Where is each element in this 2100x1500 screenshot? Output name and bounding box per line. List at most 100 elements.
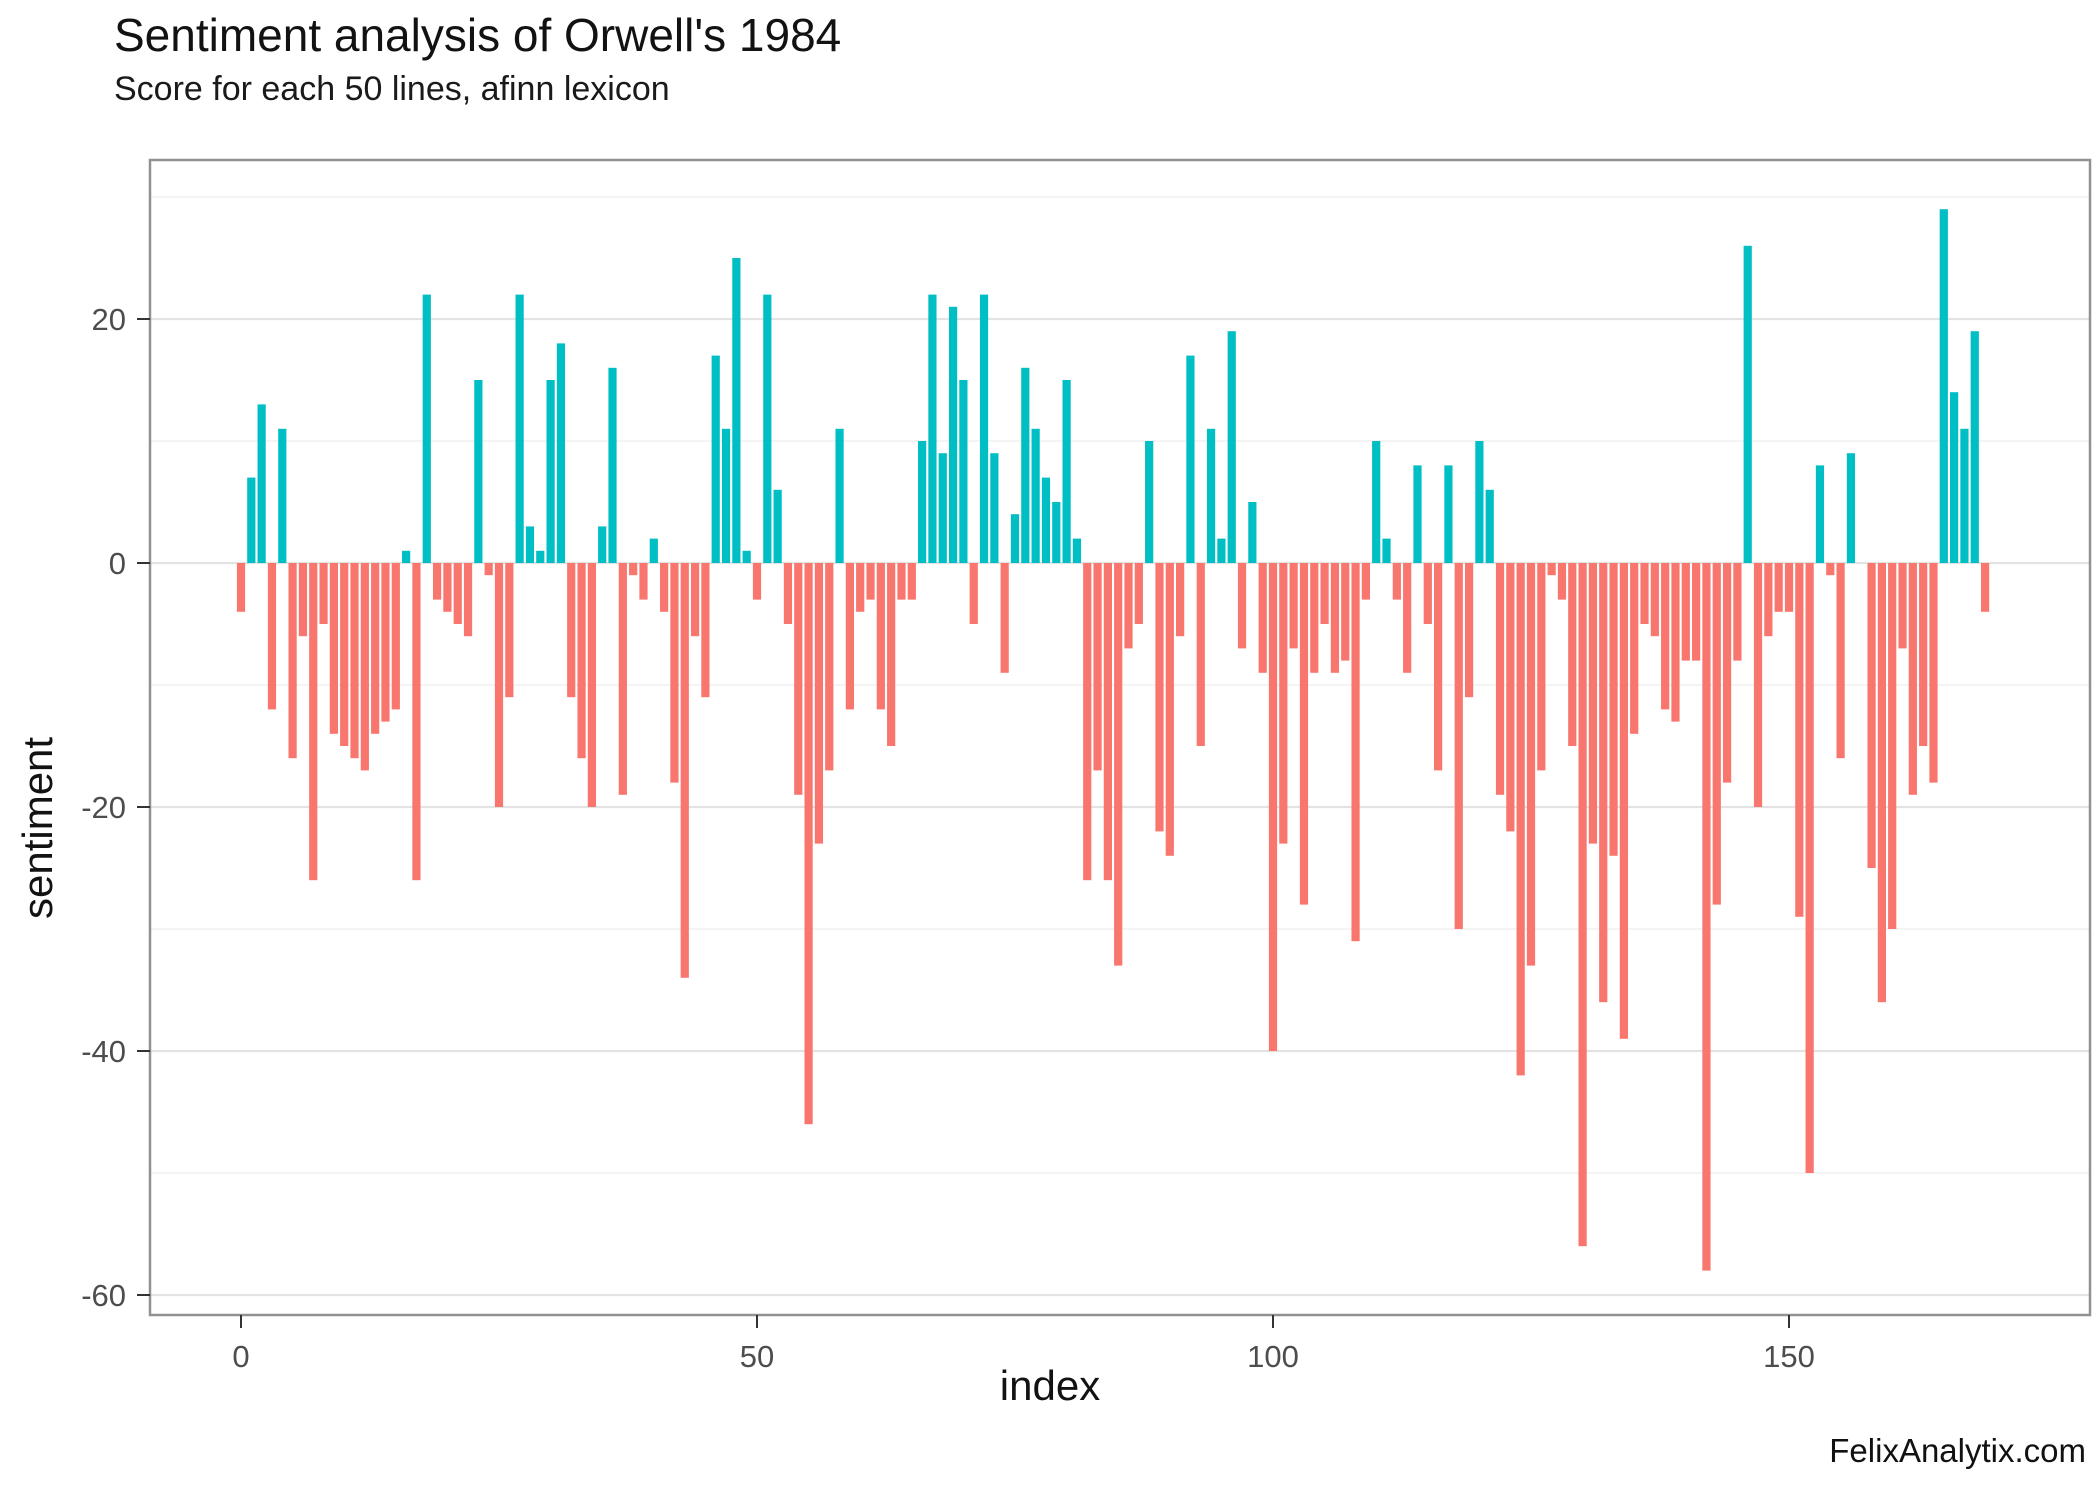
bar-negative [1330, 563, 1340, 673]
bar-negative [505, 563, 514, 698]
bar-negative [660, 563, 669, 612]
bar-negative [1258, 563, 1267, 673]
bar-negative [1867, 563, 1876, 868]
chart-title: Sentiment analysis of Orwell's 1984 [114, 9, 842, 61]
x-tick-label: 100 [1247, 1339, 1299, 1374]
bar-negative [1599, 563, 1608, 1003]
bar-negative [1093, 563, 1102, 771]
bar-negative [1568, 563, 1577, 746]
bar-negative [690, 563, 700, 637]
bar-negative [618, 563, 627, 795]
bar-negative [1289, 563, 1298, 649]
bar-negative [1805, 563, 1814, 1173]
bar-negative [876, 563, 885, 710]
bar-positive [556, 343, 566, 563]
bar-positive [711, 355, 720, 563]
bar-negative [1165, 563, 1174, 856]
bar-positive [773, 489, 782, 563]
bar-negative [1083, 563, 1092, 881]
bar-negative [319, 563, 328, 624]
bar-negative [1733, 563, 1742, 661]
bar-positive [1206, 428, 1216, 563]
bar-negative [340, 563, 349, 746]
bar-negative [1279, 563, 1288, 844]
bar-negative [1196, 563, 1205, 746]
bar-negative [639, 563, 648, 600]
bar-positive [1372, 441, 1381, 563]
bar-negative [1537, 563, 1546, 771]
bar-negative [350, 563, 359, 759]
bar-negative [236, 563, 246, 612]
bar-negative [1640, 563, 1649, 624]
bar-negative [1155, 563, 1164, 832]
bar-negative [1361, 563, 1370, 600]
bar-negative [856, 563, 865, 612]
bar-positive [1815, 465, 1825, 563]
bar-negative [371, 563, 380, 734]
bar-negative [1753, 563, 1763, 807]
bar-negative [1506, 563, 1515, 832]
bar-negative [1351, 563, 1360, 942]
bar-positive [990, 453, 999, 563]
bar-positive [278, 428, 287, 563]
x-axis-title: index [999, 1362, 1101, 1409]
bar-negative [969, 563, 978, 624]
bar-negative [1547, 563, 1556, 576]
bar-negative [1795, 563, 1804, 917]
bar-positive [763, 294, 772, 563]
bar-negative [1784, 563, 1794, 612]
bar-negative [1764, 563, 1773, 637]
bar-negative [443, 563, 452, 612]
bar-positive [1413, 465, 1422, 563]
bar-negative [1000, 563, 1009, 673]
bar-negative [1681, 563, 1690, 661]
bar-positive [247, 477, 256, 563]
bar-negative [1103, 563, 1112, 881]
bar-positive [649, 538, 658, 563]
bar-positive [835, 428, 844, 563]
bar-positive [1970, 331, 1979, 563]
bar-negative [1403, 563, 1412, 673]
bar-positive [1062, 380, 1071, 563]
bar-positive [1382, 538, 1391, 563]
bar-negative [1898, 563, 1907, 649]
bar-negative [1609, 563, 1618, 856]
bar-positive [1145, 441, 1154, 563]
bar-positive [546, 380, 555, 563]
bar-negative [1712, 563, 1721, 905]
bar-negative [866, 563, 875, 600]
bar-negative [897, 563, 906, 600]
bar-positive [1010, 514, 1020, 563]
watermark-link[interactable]: FelixAnalytix.com [1829, 1432, 2086, 1469]
y-tick-label: 20 [92, 302, 126, 337]
bar-negative [845, 563, 854, 710]
bar-negative [1423, 563, 1432, 624]
bar-negative [670, 563, 679, 783]
bar-negative [1929, 563, 1938, 783]
bar-negative [463, 563, 473, 637]
bar-negative [360, 563, 369, 771]
bar-negative [1526, 563, 1536, 966]
bar-negative [1908, 563, 1917, 795]
bar-negative [1826, 563, 1835, 576]
bar-positive [1186, 355, 1195, 563]
bar-negative [1619, 563, 1628, 1039]
bar-negative [1299, 563, 1309, 905]
bar-negative [1774, 563, 1783, 612]
bar-negative [1134, 563, 1143, 624]
bar-negative [701, 563, 710, 698]
y-tick-label: -60 [81, 1278, 126, 1313]
bar-negative [814, 563, 824, 844]
bar-negative [391, 563, 400, 710]
bar-positive [918, 441, 927, 563]
bar-negative [1692, 563, 1701, 661]
bar-positive [1052, 502, 1061, 563]
y-tick-label: -40 [81, 1034, 126, 1069]
bar-negative [1557, 563, 1567, 600]
bar-negative [907, 563, 916, 600]
bar-negative [567, 563, 576, 698]
bar-negative [1877, 563, 1886, 1003]
bar-positive [979, 294, 989, 563]
bar-negative [1434, 563, 1443, 771]
